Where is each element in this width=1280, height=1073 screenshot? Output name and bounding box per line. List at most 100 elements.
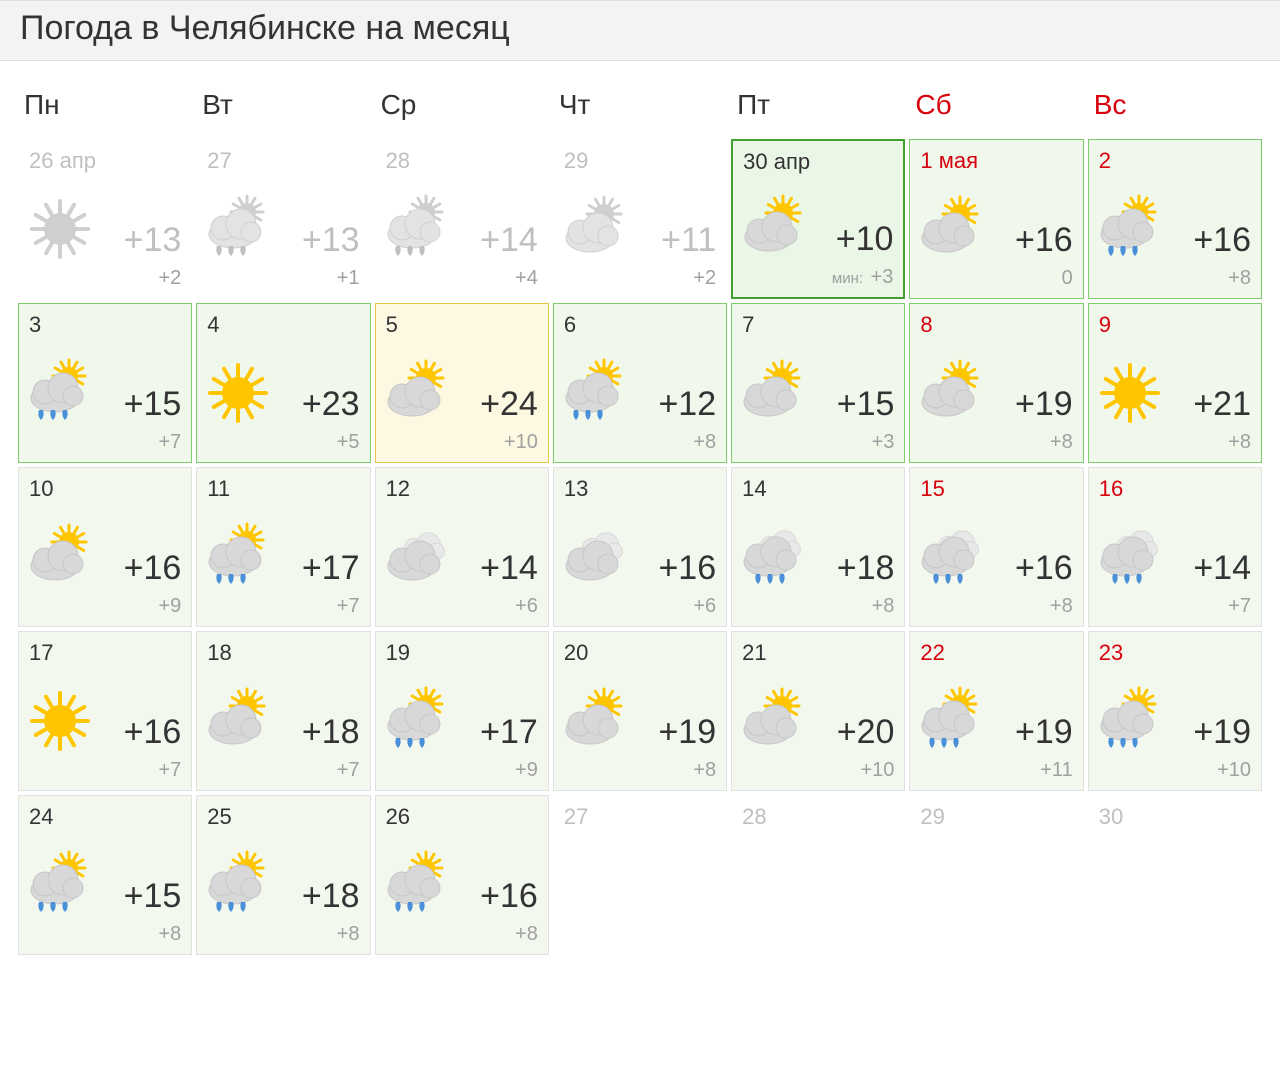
temp-low: +7 [158, 431, 181, 454]
day-date: 5 [386, 312, 538, 338]
temp-high: +17 [302, 549, 360, 588]
temp-high: +14 [480, 221, 538, 260]
sun-cloud-rain-icon [25, 358, 95, 428]
day-cell[interactable]: 30 апр +10мин: +3 [731, 139, 905, 299]
temp-high: +15 [124, 385, 182, 424]
day-date: 29 [920, 804, 1072, 830]
weekday-header: Пн [18, 87, 192, 123]
day-cell: 30 [1088, 795, 1262, 955]
temp-high: +16 [1015, 221, 1073, 260]
day-cell: 27 +13+1 [196, 139, 370, 299]
day-date: 30 апр [743, 149, 893, 175]
day-date: 10 [29, 476, 181, 502]
temp-high: +21 [1193, 385, 1251, 424]
sun-cloud-icon [560, 194, 630, 264]
temp-low: +3 [872, 431, 895, 454]
sun-cloud-rain-icon [382, 850, 452, 920]
temp-high: +12 [658, 385, 716, 424]
temp-low: +1 [337, 267, 360, 290]
day-cell[interactable]: 21 +20 +10 [731, 631, 905, 791]
day-cell[interactable]: 20 +19+8 [553, 631, 727, 791]
day-cell: 29 +11+2 [553, 139, 727, 299]
day-date: 8 [920, 312, 1072, 338]
sun-cloud-icon [738, 358, 808, 428]
day-date: 30 [1099, 804, 1251, 830]
day-cell[interactable]: 22 +19+11 [909, 631, 1083, 791]
temp-high: +11 [661, 221, 716, 260]
temp-low: +2 [693, 267, 716, 290]
day-cell[interactable]: 4+23+5 [196, 303, 370, 463]
sun-cloud-rain-icon [203, 522, 273, 592]
sun-cloud-icon [203, 686, 273, 756]
day-date: 18 [207, 640, 359, 666]
day-cell[interactable]: 9 +21 +8 [1088, 303, 1262, 463]
page-title: Погода в Челябинске на месяц [20, 9, 1260, 48]
temp-low: +6 [515, 595, 538, 618]
weather-calendar: ПнВтСрЧтПтСбВс 26 апр+13+227 +13+128 +14… [0, 61, 1280, 965]
weekday-header: Чт [553, 87, 727, 123]
day-cell[interactable]: 14 +18+8 [731, 467, 905, 627]
temp-low: +8 [1228, 267, 1251, 290]
temp-low: +2 [158, 267, 181, 290]
cloud-rain-icon [738, 522, 808, 592]
day-cell[interactable]: 5 +24+10 [375, 303, 549, 463]
day-cell[interactable]: 11 +17+7 [196, 467, 370, 627]
sun-cloud-rain-icon [203, 850, 273, 920]
day-cell[interactable]: 2 +16+8 [1088, 139, 1262, 299]
day-date: 15 [920, 476, 1072, 502]
day-cell[interactable]: 1 мая +160 [909, 139, 1083, 299]
weekday-header: Ср [375, 87, 549, 123]
sun-icon [25, 686, 95, 756]
day-cell[interactable]: 15 +16+8 [909, 467, 1083, 627]
temp-high: +15 [837, 385, 895, 424]
day-cell[interactable]: 12 +14+6 [375, 467, 549, 627]
temp-high: +20 [837, 713, 895, 752]
temp-high: +13 [124, 221, 182, 260]
day-cell[interactable]: 17+16+7 [18, 631, 192, 791]
day-cell[interactable]: 24 +15+8 [18, 795, 192, 955]
sun-icon [1095, 358, 1165, 428]
temp-high: +14 [1193, 549, 1251, 588]
weekday-header-row: ПнВтСрЧтПтСбВс [18, 87, 1262, 123]
day-cell: 28 +14+4 [375, 139, 549, 299]
day-cell[interactable]: 10 +16+9 [18, 467, 192, 627]
weekday-header: Пт [731, 87, 905, 123]
day-date: 21 [742, 640, 894, 666]
day-cell[interactable]: 6 +12+8 [553, 303, 727, 463]
cloudy-icon [560, 522, 630, 592]
temp-low: +10 [504, 431, 538, 454]
day-date: 12 [386, 476, 538, 502]
day-cell[interactable]: 8 +19+8 [909, 303, 1083, 463]
temp-low: +8 [1228, 431, 1251, 454]
temp-high: +16 [480, 877, 538, 916]
day-cell[interactable]: 13 +16+6 [553, 467, 727, 627]
sun-icon [203, 358, 273, 428]
day-date: 20 [564, 640, 716, 666]
temp-low: +9 [158, 595, 181, 618]
temp-high: +18 [837, 549, 895, 588]
day-cell[interactable]: 19 +17+9 [375, 631, 549, 791]
day-cell[interactable]: 16 +14+7 [1088, 467, 1262, 627]
day-date: 19 [386, 640, 538, 666]
temp-high: +15 [124, 877, 182, 916]
day-cell[interactable]: 7 +15+3 [731, 303, 905, 463]
sun-cloud-rain-icon [25, 850, 95, 920]
min-label: мин: [832, 270, 863, 287]
day-cell[interactable]: 25 +18+8 [196, 795, 370, 955]
temp-low: +10 [860, 759, 894, 782]
temp-low: +8 [1050, 431, 1073, 454]
day-cell[interactable]: 3 +15+7 [18, 303, 192, 463]
sun-cloud-rain-icon [382, 686, 452, 756]
day-cell[interactable]: 26 +16+8 [375, 795, 549, 955]
sun-cloud-rain-icon [382, 194, 452, 264]
temp-low: +8 [1050, 595, 1073, 618]
day-cell[interactable]: 18 +18+7 [196, 631, 370, 791]
temp-high: +10 [836, 220, 894, 259]
day-cell[interactable]: 23 +19+10 [1088, 631, 1262, 791]
temp-high: +17 [480, 713, 538, 752]
day-date: 16 [1099, 476, 1251, 502]
title-bar: Погода в Челябинске на месяц [0, 0, 1280, 61]
temp-low: +8 [872, 595, 895, 618]
day-date: 26 [386, 804, 538, 830]
day-date: 9 [1099, 312, 1251, 338]
